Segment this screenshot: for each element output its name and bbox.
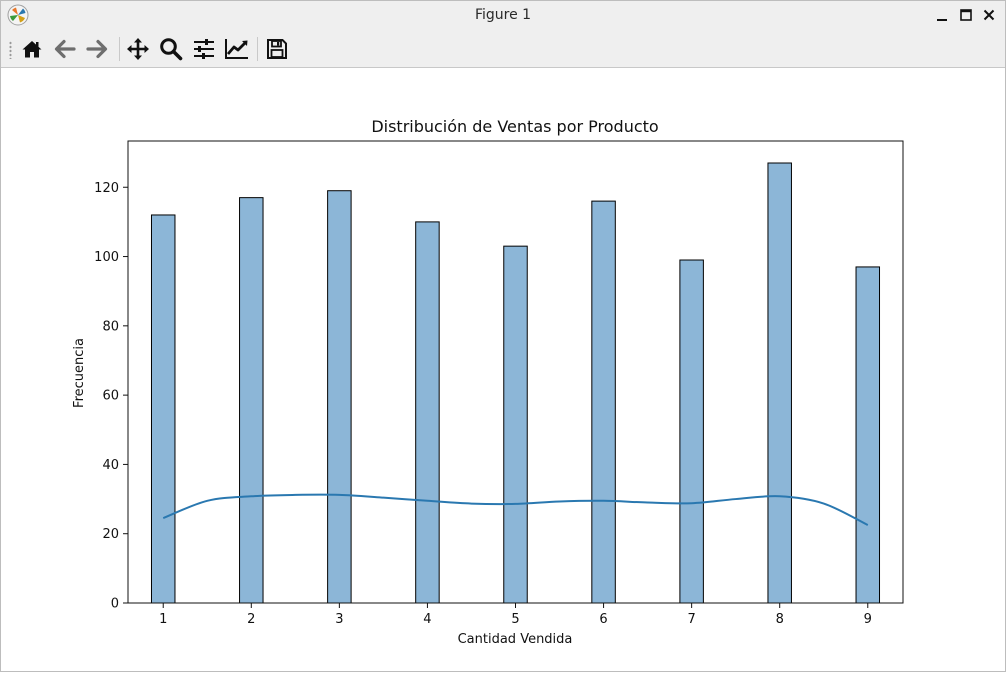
histogram-bar	[415, 221, 440, 604]
x-tick-label: 5	[511, 612, 519, 627]
y-tick-label: 40	[102, 458, 119, 473]
chart-line-icon	[225, 39, 248, 59]
forward-button[interactable]	[82, 35, 112, 63]
maximize-icon	[960, 9, 972, 21]
chart-title: Distribución de Ventas por Producto	[371, 117, 658, 136]
y-axis-ticks: 0 20 40 60 80 100 120	[94, 181, 128, 612]
x-tick-label: 8	[776, 612, 784, 627]
x-tick-label: 4	[423, 612, 431, 627]
x-tick-label: 2	[247, 612, 255, 627]
histogram-bar	[767, 162, 792, 604]
home-button[interactable]	[17, 35, 47, 63]
x-tick-label: 3	[335, 612, 343, 627]
histogram-bar	[503, 245, 528, 604]
navigation-toolbar	[0, 30, 1006, 68]
back-arrow-icon	[54, 39, 76, 59]
bars-group	[150, 162, 881, 604]
x-axis-ticks: 1 2 3 4 5 6 7 8 9	[159, 603, 872, 627]
forward-arrow-icon	[86, 39, 108, 59]
home-icon	[22, 41, 42, 58]
histogram-bar	[855, 266, 881, 604]
y-tick-label: 0	[111, 597, 119, 612]
title-bar: Figure 1	[0, 0, 1006, 30]
y-tick-label: 60	[102, 389, 119, 404]
pan-button[interactable]	[123, 35, 153, 63]
close-icon	[983, 9, 995, 21]
minimize-icon	[937, 19, 947, 21]
edit-axis-button[interactable]	[222, 35, 252, 63]
y-tick-label: 80	[102, 319, 119, 334]
toolbar-grip[interactable]	[9, 41, 12, 59]
save-icon	[267, 39, 287, 59]
zoom-button[interactable]	[156, 35, 186, 63]
x-tick-label: 1	[159, 612, 167, 627]
sliders-icon	[194, 39, 214, 59]
histogram-bar	[239, 197, 264, 604]
move-icon	[127, 38, 149, 60]
toolbar-separator	[257, 37, 258, 61]
histogram-bar	[327, 190, 352, 604]
y-tick-label: 120	[94, 181, 119, 196]
figure-canvas[interactable]: Distribución de Ventas por Producto 1 2 3 4…	[3, 68, 1003, 669]
histogram-bar	[591, 200, 616, 604]
zoom-icon	[160, 38, 183, 61]
x-tick-label: 9	[864, 612, 872, 627]
x-tick-label: 7	[687, 612, 695, 627]
maximize-button[interactable]	[957, 6, 975, 24]
x-tick-label: 6	[599, 612, 607, 627]
back-button[interactable]	[50, 35, 80, 63]
kde-curve	[162, 493, 869, 526]
toolbar-separator	[119, 37, 120, 61]
histogram-bar	[150, 214, 176, 604]
y-axis-label: Frecuencia	[72, 338, 87, 408]
y-tick-label: 20	[102, 527, 119, 542]
close-button[interactable]	[980, 6, 998, 24]
save-button[interactable]	[262, 35, 292, 63]
minimize-button[interactable]	[933, 6, 951, 24]
matplotlib-app-icon	[7, 4, 29, 26]
histogram-bar	[679, 259, 704, 604]
configure-subplots-button[interactable]	[189, 35, 219, 63]
window-title: Figure 1	[474, 7, 532, 23]
histogram-chart: Distribución de Ventas por Producto 1 2 3 4…	[72, 117, 904, 647]
x-axis-label: Cantidad Vendida	[458, 632, 573, 647]
y-tick-label: 100	[94, 250, 119, 265]
